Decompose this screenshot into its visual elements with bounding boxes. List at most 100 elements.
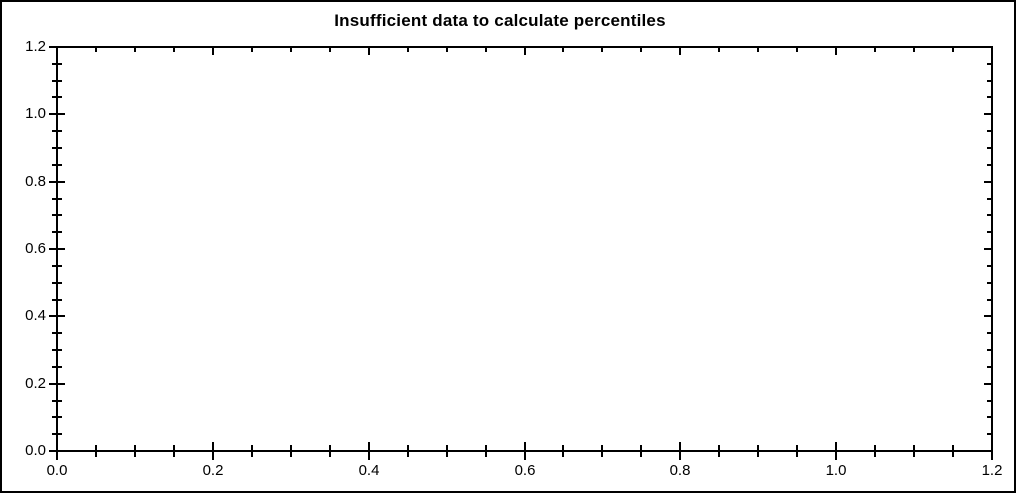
- y-tick-label: 0.0: [25, 442, 46, 459]
- y-axis-major-tick: [49, 450, 65, 452]
- y-axis-minor-tick: [52, 332, 62, 334]
- top-axis-major-tick: [524, 48, 526, 55]
- y-axis-major-tick: [49, 315, 65, 317]
- right-axis-major-tick: [984, 46, 991, 48]
- x-tick-label: 0.6: [514, 462, 536, 479]
- y-axis-minor-tick: [52, 198, 62, 200]
- top-axis-minor-tick: [562, 48, 564, 52]
- right-axis-minor-tick: [987, 147, 991, 149]
- top-axis-minor-tick: [485, 48, 487, 52]
- right-axis-minor-tick: [987, 349, 991, 351]
- x-axis-minor-tick: [134, 445, 136, 457]
- right-axis-minor-tick: [987, 80, 991, 82]
- x-axis-minor-tick: [407, 445, 409, 457]
- x-axis-minor-tick: [562, 445, 564, 457]
- x-axis-minor-tick: [251, 445, 253, 457]
- x-axis-minor-tick: [173, 445, 175, 457]
- y-axis-major-tick: [49, 46, 65, 48]
- y-axis-minor-tick: [52, 147, 62, 149]
- x-axis-minor-tick: [640, 445, 642, 457]
- y-axis-major-tick: [49, 383, 65, 385]
- right-axis-major-tick: [984, 181, 991, 183]
- x-axis-minor-tick: [913, 445, 915, 457]
- x-axis-minor-tick: [329, 445, 331, 457]
- y-tick-label: 0.8: [25, 173, 46, 190]
- top-axis-minor-tick: [718, 48, 720, 52]
- right-axis-major-tick: [984, 450, 991, 452]
- x-axis-minor-tick: [796, 445, 798, 457]
- y-axis-minor-tick: [52, 96, 62, 98]
- top-axis-major-tick: [991, 48, 993, 55]
- y-axis-minor-tick: [52, 282, 62, 284]
- right-axis-minor-tick: [987, 130, 991, 132]
- right-axis-minor-tick: [987, 332, 991, 334]
- right-axis-minor-tick: [987, 214, 991, 216]
- top-axis-minor-tick: [329, 48, 331, 52]
- x-tick-label: 1.2: [981, 462, 1003, 479]
- right-axis-major-tick: [984, 113, 991, 115]
- x-axis-minor-tick: [718, 445, 720, 457]
- y-tick-label: 1.0: [25, 105, 46, 122]
- x-axis-major-tick: [368, 442, 370, 460]
- top-axis-minor-tick: [407, 48, 409, 52]
- x-axis-major-tick: [212, 442, 214, 460]
- top-axis-minor-tick: [874, 48, 876, 52]
- x-axis-minor-tick: [95, 445, 97, 457]
- y-axis-minor-tick: [52, 63, 62, 65]
- y-tick-label: 0.4: [25, 307, 46, 324]
- right-axis-minor-tick: [987, 282, 991, 284]
- y-tick-label: 0.6: [25, 240, 46, 257]
- x-axis-major-tick: [991, 442, 993, 460]
- x-tick-label: 0.2: [202, 462, 224, 479]
- top-axis-major-tick: [679, 48, 681, 55]
- x-axis-major-tick: [835, 442, 837, 460]
- x-axis-minor-tick: [446, 445, 448, 457]
- right-axis-minor-tick: [987, 433, 991, 435]
- x-tick-label: 0.0: [46, 462, 68, 479]
- top-axis-major-tick: [56, 48, 58, 55]
- x-axis-minor-tick: [290, 445, 292, 457]
- top-axis-minor-tick: [251, 48, 253, 52]
- y-axis-minor-tick: [52, 433, 62, 435]
- y-axis-major-tick: [49, 181, 65, 183]
- y-axis-minor-tick: [52, 416, 62, 418]
- right-axis-major-tick: [984, 248, 991, 250]
- x-tick-label: 0.4: [358, 462, 380, 479]
- y-axis-minor-tick: [52, 164, 62, 166]
- y-axis-minor-tick: [52, 400, 62, 402]
- right-axis-minor-tick: [987, 299, 991, 301]
- y-tick-label: 1.2: [25, 38, 46, 55]
- y-axis-major-tick: [49, 248, 65, 250]
- right-axis-minor-tick: [987, 164, 991, 166]
- right-axis-minor-tick: [987, 265, 991, 267]
- top-axis-line: [56, 46, 993, 48]
- right-axis-minor-tick: [987, 366, 991, 368]
- right-axis-minor-tick: [987, 198, 991, 200]
- x-axis-minor-tick: [485, 445, 487, 457]
- x-tick-label: 0.8: [669, 462, 691, 479]
- right-axis-minor-tick: [987, 63, 991, 65]
- top-axis-major-tick: [835, 48, 837, 55]
- top-axis-minor-tick: [446, 48, 448, 52]
- x-axis-minor-tick: [601, 445, 603, 457]
- y-axis-minor-tick: [52, 366, 62, 368]
- top-axis-minor-tick: [134, 48, 136, 52]
- right-axis-major-tick: [984, 383, 991, 385]
- x-axis-major-tick: [524, 442, 526, 460]
- top-axis-major-tick: [368, 48, 370, 55]
- y-axis-minor-tick: [52, 214, 62, 216]
- y-tick-label: 0.2: [25, 375, 46, 392]
- right-axis-minor-tick: [987, 416, 991, 418]
- y-axis-major-tick: [49, 113, 65, 115]
- x-axis-minor-tick: [952, 445, 954, 457]
- top-axis-major-tick: [212, 48, 214, 55]
- y-axis-minor-tick: [52, 349, 62, 351]
- right-axis-line: [991, 46, 993, 452]
- top-axis-minor-tick: [640, 48, 642, 52]
- x-axis-minor-tick: [757, 445, 759, 457]
- y-axis-minor-tick: [52, 130, 62, 132]
- x-axis-minor-tick: [874, 445, 876, 457]
- right-axis-minor-tick: [987, 96, 991, 98]
